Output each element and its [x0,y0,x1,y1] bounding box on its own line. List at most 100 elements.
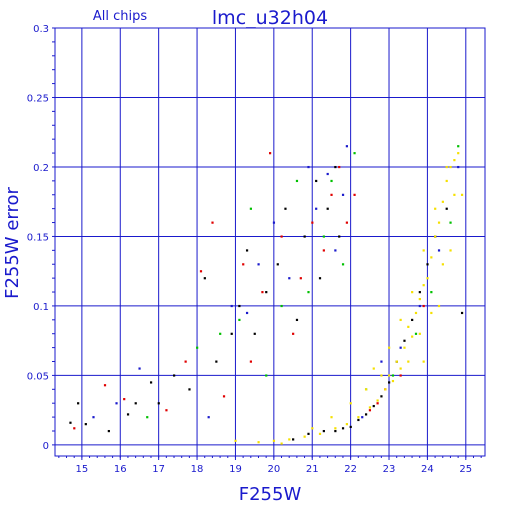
data-point [257,441,260,444]
data-point [69,421,72,424]
data-point [357,416,360,419]
data-point [388,381,391,384]
data-point [395,360,398,363]
y-tick-label: 0.25 [27,93,49,104]
data-point [441,200,444,203]
y-tick-label: 0.05 [27,371,49,382]
data-point [315,179,318,183]
x-tick-label: 24 [421,464,434,475]
data-point [426,263,429,266]
data-point [303,235,306,238]
data-point [341,263,345,266]
data-point [391,374,395,377]
data-point [257,263,260,266]
data-point [388,374,391,377]
data-point [380,395,383,398]
data-point [134,402,137,405]
data-point [318,432,322,435]
data-point [430,291,433,294]
data-point [196,346,199,349]
data-point [238,304,241,308]
data-point [457,165,460,169]
data-point [288,277,291,280]
data-point [219,332,222,335]
data-point [330,179,333,183]
data-point [188,388,191,391]
data-point [318,277,322,280]
data-point [330,193,333,196]
x-tick-label: 23 [383,464,396,475]
x-tick-label: 25 [459,464,472,475]
data-point [441,263,444,266]
data-point [445,179,448,183]
data-point [249,207,253,210]
data-point [249,360,253,363]
data-point [445,165,448,169]
data-point [449,249,452,252]
data-point [411,318,414,322]
chart-title: lmc_u32h04 [212,7,328,29]
data-point [399,367,402,370]
data-point [422,249,425,252]
data-point [149,381,153,384]
data-point [422,360,425,363]
data-point [92,416,95,419]
x-tick-label: 22 [344,464,357,475]
y-tick-labels: 0 0.05 0.1 0.15 0.2 0.25 0.3 [27,24,49,452]
x-tick-label: 15 [76,464,89,475]
data-point [299,277,302,280]
data-point [460,311,464,315]
data-point [430,256,433,259]
x-tick-label: 16 [114,464,127,475]
data-point [376,402,379,405]
data-point [307,165,310,169]
data-point [138,367,141,370]
data-point [280,442,283,445]
data-point [184,360,187,363]
data-point [238,318,241,322]
data-point [384,388,387,391]
y-tick-label: 0 [43,441,49,452]
data-point [411,335,414,338]
data-point [357,418,360,422]
data-point [376,399,379,402]
data-point [341,193,345,196]
data-point [407,360,410,363]
data-point [434,235,437,238]
data-point [230,304,233,308]
x-tick-label: 19 [229,464,242,475]
y-tick-label: 0.3 [33,24,49,35]
y-tick-label: 0.2 [33,163,49,174]
data-point [103,384,107,387]
data-point [288,438,291,441]
data-point [295,318,299,322]
data-point [418,297,421,301]
data-point [272,439,276,442]
data-point [460,193,464,196]
data-point [73,427,76,430]
y-axis-label: F255W error [2,187,23,299]
data-point [126,413,130,416]
data-point [341,427,345,430]
data-point [457,152,460,155]
data-point [326,172,329,176]
data-point [414,332,418,335]
data-point [276,263,279,266]
y-tick-label: 0.1 [33,302,49,313]
y-tick-label: 0.15 [27,232,49,243]
data-point [407,325,410,328]
data-point [368,409,372,412]
data-point [437,304,441,308]
data-point [334,427,337,430]
data-point [399,346,402,349]
data-point [146,416,149,419]
data-point [311,427,314,430]
data-point [245,311,249,315]
data-point [115,402,118,405]
data-point [449,165,452,169]
data-point [222,395,226,398]
data-point [353,152,356,155]
data-point [334,249,337,252]
data-point [203,277,206,280]
data-point [368,406,372,409]
